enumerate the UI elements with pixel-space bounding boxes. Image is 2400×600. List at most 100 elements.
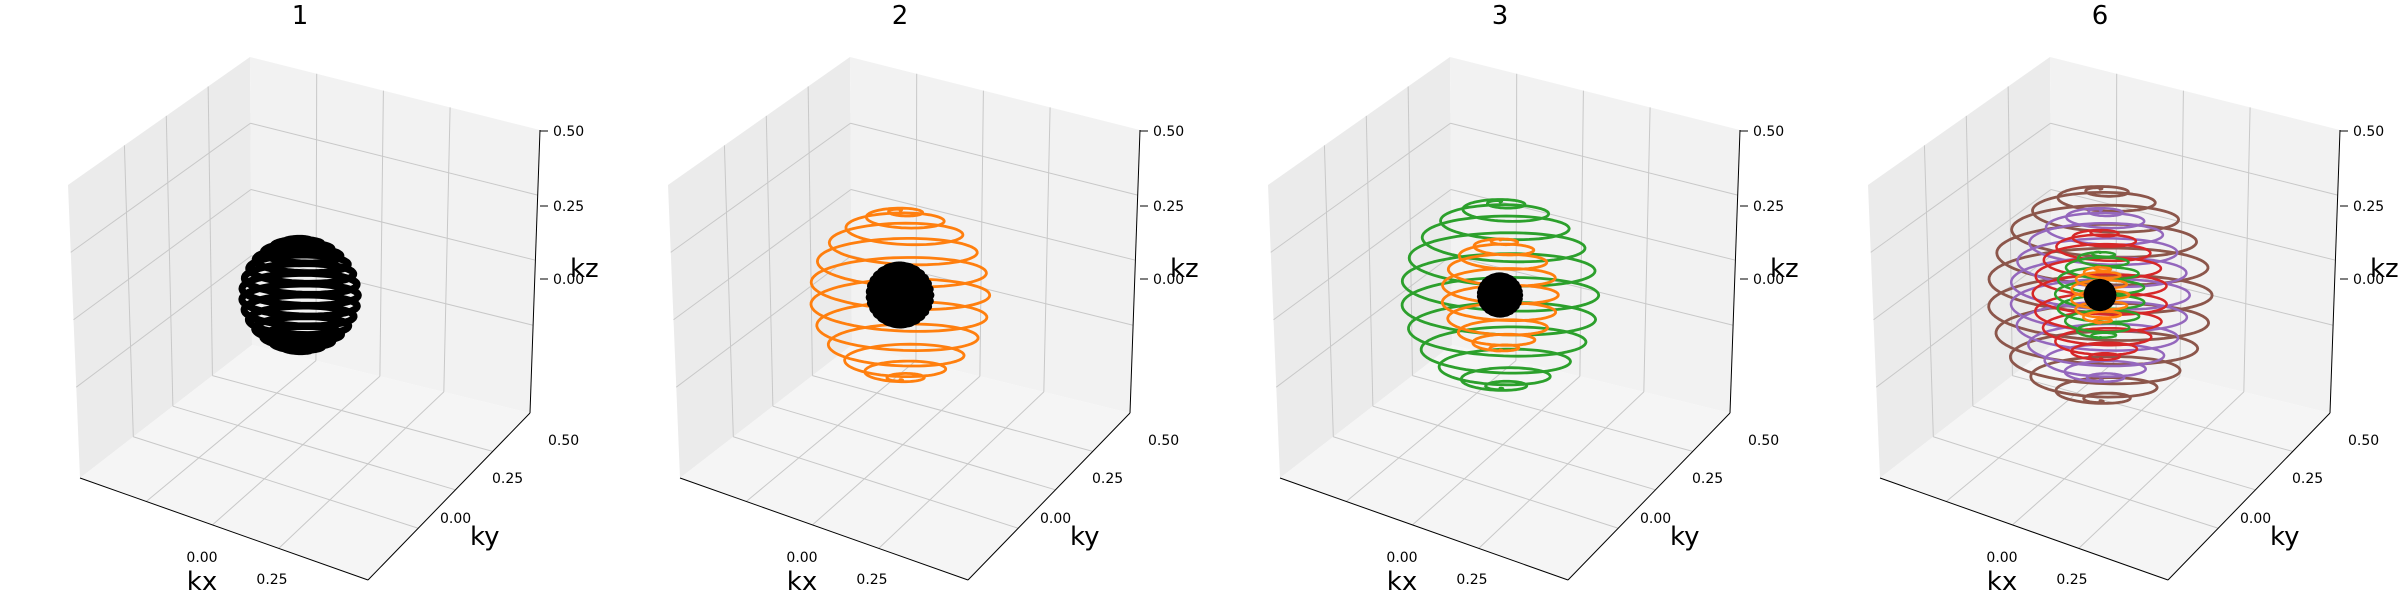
subplot-3: 0.50 0.25 0.00 0.50 0.25 0.00 0.00 0.25 kx ky kz 3 <box>1268 1 1799 597</box>
grid-line <box>673 189 852 321</box>
axis-lines <box>1279 129 1741 581</box>
x-axis-label: kx <box>1387 567 1417 597</box>
x-axis-label: kx <box>787 567 817 597</box>
grid-line <box>1875 255 2052 388</box>
grid-line <box>443 107 451 392</box>
grid-line <box>807 86 813 376</box>
grid-line <box>75 255 252 388</box>
grid-line <box>850 188 1136 261</box>
pane-right <box>1450 57 1740 413</box>
grid-line <box>2078 391 2245 549</box>
z-axis-line <box>1129 129 1141 414</box>
z-axis-line <box>2329 129 2341 414</box>
grid <box>70 73 538 549</box>
y-tick-label: 0.25 <box>2292 471 2323 487</box>
grid-line <box>2012 375 2293 452</box>
grid-line <box>1372 405 1656 491</box>
grid-line <box>1870 122 2051 253</box>
spiral-purple <box>2009 206 2191 383</box>
grid-line <box>733 436 1019 529</box>
pane-left <box>68 57 252 478</box>
grid-line <box>250 188 536 261</box>
y-tick-label: 0.50 <box>2348 433 2379 449</box>
y-tick-label: 0.00 <box>1640 511 1671 527</box>
grid-line <box>1923 145 1934 437</box>
grid-line <box>1412 375 1693 452</box>
grid-line <box>772 405 1056 491</box>
z-tick-label: 0.25 <box>1153 199 1184 215</box>
grid-line <box>812 375 1093 452</box>
pane-left <box>668 57 852 478</box>
grid-line <box>172 405 456 491</box>
x-axis-label: kx <box>187 567 217 597</box>
grid-line <box>123 145 134 437</box>
grid-line <box>251 255 534 326</box>
z-tick-label: 0.50 <box>2353 124 2384 140</box>
grid-line <box>145 360 317 502</box>
grid-line <box>2012 375 2181 526</box>
spiral-green <box>2053 250 2146 340</box>
grid-line <box>70 122 251 253</box>
spiral-black <box>1476 272 1524 318</box>
subplot-title: 3 <box>1492 1 1509 31</box>
x-tick-label: 0.00 <box>1986 550 2017 566</box>
grid-line <box>1333 436 1619 529</box>
z-tick-label: 0.25 <box>1753 199 1784 215</box>
grid-line <box>675 255 852 388</box>
grid-line <box>2050 188 2336 261</box>
spiral-red <box>2031 228 2168 362</box>
grid-line <box>165 115 174 407</box>
grid-line <box>212 375 493 452</box>
pane-floor <box>1280 345 1730 580</box>
axis-lines <box>679 129 1141 581</box>
x-axis-line <box>1879 477 2169 581</box>
y-axis-label: ky <box>470 522 500 552</box>
grid-line <box>745 360 917 502</box>
subplot-6: 0.50 0.25 0.00 0.50 0.25 0.00 0.00 0.25 kx ky kz 6 <box>1868 1 2399 597</box>
grid-line <box>1412 375 1581 526</box>
spiral-brown <box>1987 185 2214 405</box>
x-tick-label: 0.25 <box>856 572 887 588</box>
spiral-orange <box>809 206 992 384</box>
y-axis-line <box>367 412 531 581</box>
pane-floor <box>680 345 1130 580</box>
subplot-1: 0.50 0.25 0.00 0.50 0.25 0.00 0.00 0.25 kx ky kz 1 <box>68 1 599 597</box>
grid-line <box>979 90 984 377</box>
grid-line <box>250 122 538 196</box>
grid-line <box>878 391 1045 549</box>
grid-line <box>1972 405 2256 491</box>
x-axis-label: kx <box>1987 567 2017 597</box>
grid-line <box>73 189 252 321</box>
grid-line <box>2243 107 2251 392</box>
subplot-title: 1 <box>292 1 309 31</box>
spiral-green <box>1400 198 1601 392</box>
z-tick-label: 0.50 <box>553 124 584 140</box>
grid-line <box>850 122 1138 196</box>
y-tick-label: 0.50 <box>1748 433 1779 449</box>
grid-line <box>1478 391 1645 549</box>
grid-line <box>1933 436 2219 529</box>
z-axis-label: kz <box>1770 254 1799 284</box>
y-axis-line <box>1567 412 1731 581</box>
x-tick-label: 0.25 <box>1456 572 1487 588</box>
y-axis-line <box>2167 412 2331 581</box>
grid-line <box>278 391 445 549</box>
z-tick-label: 0.25 <box>2353 199 2384 215</box>
spiral-black <box>238 234 362 356</box>
x-axis-line <box>79 477 369 581</box>
x-tick-label: 0.00 <box>786 550 817 566</box>
grid-line <box>1965 115 1974 407</box>
grid-line <box>1270 122 1451 253</box>
y-tick-label: 0.25 <box>1692 471 1723 487</box>
grid-line <box>133 436 419 529</box>
x-axis-line <box>1279 477 1569 581</box>
grid-line <box>1407 86 1413 376</box>
grid-line <box>2050 122 2338 196</box>
grid-line <box>1043 107 1051 392</box>
subplot-title: 2 <box>892 1 909 31</box>
pane-left <box>1268 57 1452 478</box>
axis-lines <box>79 129 541 581</box>
y-axis-label: ky <box>1070 522 1100 552</box>
